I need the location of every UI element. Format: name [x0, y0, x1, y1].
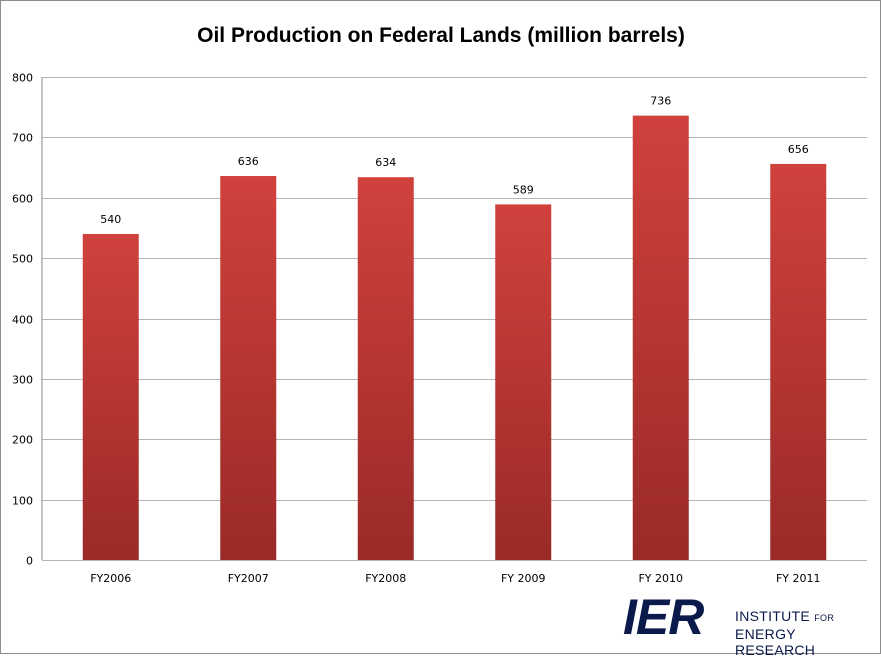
x-axis-labels: FY2006 FY2007 FY2008 FY 2009 FY 2010 FY 2011	[90, 572, 820, 585]
data-label: 736	[650, 95, 671, 108]
y-tick-label: 300	[12, 374, 33, 387]
y-tick-label: 100	[12, 495, 33, 508]
data-label: 540	[100, 213, 121, 226]
x-category-label: FY 2009	[501, 572, 546, 585]
y-tick-label: 0	[26, 555, 33, 568]
y-tick-label: 700	[12, 132, 33, 145]
y-tick-label: 500	[12, 253, 33, 266]
x-category-label: FY2007	[228, 572, 269, 585]
bars	[82, 115, 827, 561]
x-category-label: FY2008	[365, 572, 406, 585]
bar	[770, 163, 827, 560]
bar	[220, 176, 277, 560]
data-label: 636	[238, 155, 259, 168]
data-label: 589	[513, 183, 534, 196]
gridlines	[42, 77, 867, 561]
y-tick-label: 400	[12, 314, 33, 327]
logo-text: INSTITUTE FOR ENERGY RESEARCH	[735, 608, 873, 658]
x-category-label: FY 2011	[776, 572, 821, 585]
bar	[357, 177, 414, 560]
chart-title: Oil Production on Federal Lands (million…	[197, 24, 685, 47]
logo-letters: IER	[623, 589, 704, 645]
logo-line-1-small: FOR	[814, 613, 835, 623]
y-tick-label: 200	[12, 434, 33, 447]
logo-line-1: INSTITUTE FOR	[735, 608, 873, 626]
y-axis-ticks: 0 100 200 300 400 500 600 700 800	[12, 72, 33, 568]
logo-line-2: ENERGY RESEARCH	[735, 626, 816, 658]
bar	[495, 204, 552, 561]
logo-line-1-main: INSTITUTE	[735, 608, 811, 624]
bar	[82, 233, 139, 560]
bar	[632, 115, 689, 560]
data-label: 634	[375, 156, 396, 169]
y-tick-label: 800	[12, 72, 33, 85]
ier-logo: IER INSTITUTE FOR ENERGY RESEARCH	[623, 589, 873, 658]
y-tick-label: 600	[12, 193, 33, 206]
data-label: 656	[788, 143, 809, 156]
x-category-label: FY 2010	[638, 572, 683, 585]
data-labels: 540 636 634 589 736 656	[100, 95, 809, 226]
x-category-label: FY2006	[90, 572, 131, 585]
